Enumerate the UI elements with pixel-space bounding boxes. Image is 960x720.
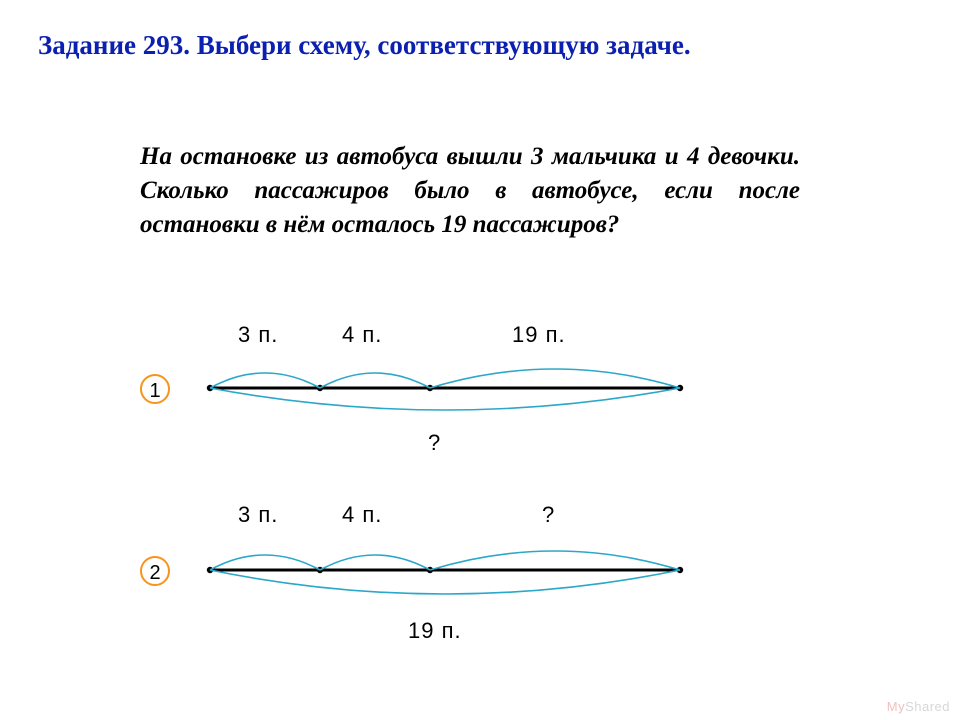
option-badge-2[interactable]: 2: [140, 556, 170, 586]
d1-top-label-1: 3 п.: [238, 322, 278, 348]
watermark-my: My: [887, 699, 905, 714]
task-title: Задание 293. Выбери схему, соответствующ…: [38, 30, 691, 61]
watermark: MyShared: [887, 699, 950, 714]
d1-top-label-3: 19 п.: [512, 322, 566, 348]
diagram-option-2: 2 3 п. 4 п. ? 19 п.: [150, 500, 720, 660]
problem-statement: На остановке из автобуса вышли 3 мальчик…: [140, 140, 800, 241]
d1-bottom-label: ?: [428, 430, 441, 456]
watermark-shared: Shared: [905, 699, 950, 714]
d2-top-label-1: 3 п.: [238, 502, 278, 528]
d1-top-label-2: 4 п.: [342, 322, 382, 348]
d2-top-label-2: 4 п.: [342, 502, 382, 528]
option-badge-1[interactable]: 1: [140, 374, 170, 404]
d2-bottom-label: 19 п.: [408, 618, 462, 644]
diagram-option-1: 1 3 п. 4 п. 19 п. ?: [150, 320, 720, 460]
d2-top-label-3: ?: [542, 502, 555, 528]
